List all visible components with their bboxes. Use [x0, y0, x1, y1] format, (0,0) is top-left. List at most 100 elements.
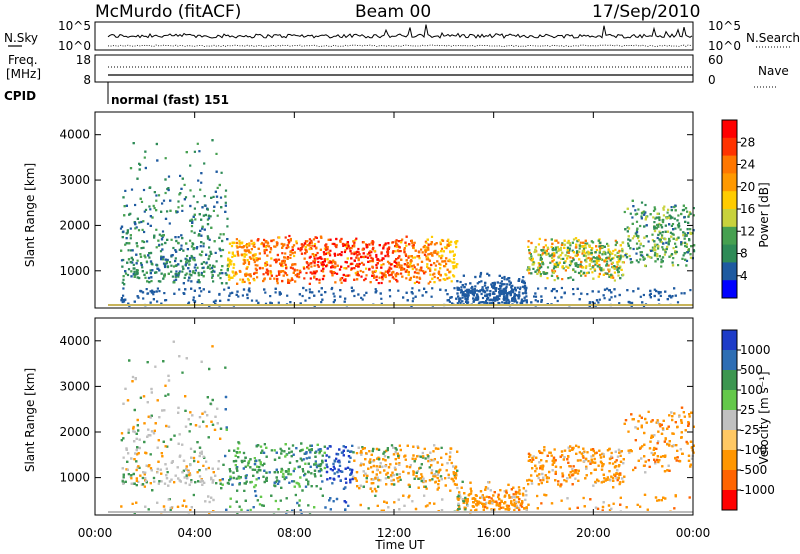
scatter-cell — [610, 291, 613, 294]
scatter-cell — [670, 254, 673, 257]
scatter-cell — [566, 257, 569, 260]
scatter-cell — [160, 256, 163, 259]
scatter-cell — [637, 261, 640, 264]
scatter-cell — [571, 257, 575, 260]
scatter-cell — [400, 264, 403, 267]
scatter-cell — [307, 264, 310, 267]
scatter-cell — [612, 256, 615, 260]
scatter-cell — [355, 256, 358, 259]
scatter-cell — [136, 177, 139, 180]
scatter-cell — [627, 242, 630, 245]
scatter-cell — [153, 234, 156, 237]
scatter-cell — [280, 242, 283, 246]
scatter-cell — [516, 301, 519, 304]
scatter-cell — [544, 272, 547, 275]
scatter-cell — [639, 251, 642, 254]
scatter-cell — [658, 230, 661, 233]
scatter-cell — [263, 249, 267, 252]
scatter-cell — [122, 298, 125, 301]
scatter-cell — [377, 282, 380, 285]
scatter-cell — [611, 252, 614, 255]
scatter-cell — [365, 274, 368, 277]
scatter-cell — [353, 267, 356, 270]
scatter-cell — [320, 269, 323, 272]
scatter-cell — [437, 270, 441, 273]
scatter-cell — [433, 281, 436, 284]
scatter-cell — [264, 264, 267, 267]
scatter-cell — [384, 254, 387, 258]
scatter-cell — [637, 235, 640, 238]
scatter-cell — [246, 243, 249, 246]
scatter-cell — [134, 223, 137, 226]
scatter-cell — [662, 207, 665, 210]
scatter-cell — [588, 244, 591, 247]
scatter-cell — [345, 267, 348, 270]
scatter-cell — [221, 272, 224, 275]
scatter-cell — [388, 274, 391, 277]
scatter-cell — [604, 253, 607, 256]
scatter-cell — [568, 249, 571, 252]
scatter-cell — [242, 245, 246, 248]
scatter-cell — [311, 272, 314, 275]
scatter-cell — [142, 246, 145, 249]
scatter-cell — [129, 261, 132, 264]
scatter-cell — [673, 217, 676, 220]
scatter-cell — [327, 238, 330, 241]
scatter-cell — [598, 266, 601, 269]
scatter-cell — [345, 245, 348, 248]
scatter-cell — [672, 247, 675, 250]
scatter-cell — [248, 287, 251, 290]
scatter-cell — [659, 240, 662, 243]
scatter-cell — [685, 264, 688, 267]
scatter-cell — [189, 257, 192, 260]
scatter-cell — [145, 288, 148, 291]
scatter-cell — [685, 245, 688, 248]
scatter-cell — [469, 290, 472, 293]
scatter-cell — [427, 248, 430, 251]
scatter-cell — [459, 298, 462, 301]
scatter-cell — [540, 265, 543, 269]
scatter-cell — [521, 301, 524, 304]
scatter-cell — [444, 273, 447, 276]
scatter-cell — [590, 253, 593, 256]
scatter-cell — [667, 216, 670, 219]
scatter-cell — [149, 251, 153, 255]
scatter-cell — [353, 245, 356, 248]
scatter-cell — [644, 203, 647, 207]
scatter-cell — [218, 247, 221, 250]
scatter-cell — [603, 297, 606, 300]
scatter-cell — [674, 227, 677, 230]
scatter-cell — [689, 289, 692, 292]
scatter-cell — [281, 264, 284, 268]
scatter-cell — [202, 288, 205, 291]
scatter-cell — [540, 299, 543, 302]
scatter-cell — [623, 210, 626, 214]
scatter-cell — [597, 275, 600, 278]
scatter-cell — [277, 301, 280, 304]
scatter-cell — [610, 276, 613, 279]
scatter-cell — [219, 196, 223, 199]
scatter-cell — [498, 297, 501, 300]
scatter-cell — [211, 269, 215, 272]
scatter-cell — [193, 256, 196, 260]
scatter-cell — [316, 264, 319, 267]
scatter-cell — [174, 249, 177, 252]
scatter-cell — [631, 222, 634, 225]
scatter-cell — [181, 270, 184, 273]
colorbar-tick-label: 12 — [740, 224, 755, 238]
scatter-cell — [275, 241, 278, 244]
scatter-cell — [365, 244, 368, 247]
scatter-cell — [669, 231, 672, 234]
scatter-cell — [500, 293, 503, 296]
scatter-cell — [181, 237, 184, 240]
scatter-cell — [287, 278, 290, 281]
scatter-cell — [292, 244, 296, 247]
scatter-cell — [393, 260, 396, 263]
scatter-cell — [412, 275, 416, 278]
scatter-cell — [242, 288, 246, 291]
scatter-cell — [343, 300, 346, 303]
scatter-cell — [641, 301, 644, 304]
scatter-cell — [177, 272, 181, 275]
